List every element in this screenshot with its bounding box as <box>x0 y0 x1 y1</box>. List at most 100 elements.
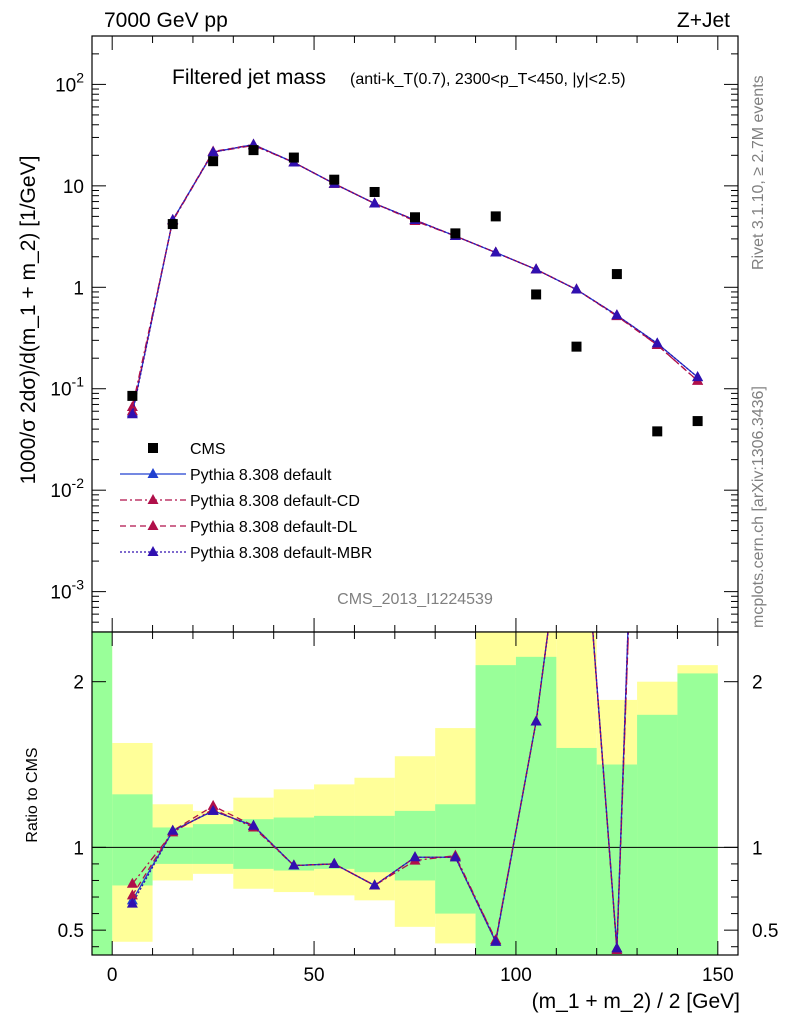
series-marker <box>692 593 703 603</box>
series-marker <box>571 283 582 294</box>
plot-subtitle: (anti-k_T(0.7), 2300<p_T<450, |y|<2.5) <box>350 71 626 88</box>
green-band-bin <box>475 665 516 955</box>
x-tick-label: 100 <box>500 965 532 986</box>
legend-entry: Pythia 8.308 default <box>120 467 332 484</box>
cms-data-point <box>248 145 259 156</box>
series-marker <box>571 411 582 421</box>
y-tick-label: 1 <box>73 278 84 299</box>
cms-data-point <box>531 289 542 300</box>
series-marker <box>449 851 461 862</box>
rivet-label: Rivet 3.1.10, ≥ 2.7M events <box>750 75 767 270</box>
green-band-bin <box>354 815 395 873</box>
main-panel: 10-3 10-2 10-1 1 10 102 <box>50 35 739 633</box>
series-marker <box>126 897 138 908</box>
cms-data-point <box>692 416 703 427</box>
main-frame <box>91 35 739 633</box>
green-band-bin <box>394 810 436 881</box>
legend-marker <box>148 443 158 453</box>
cms-data-point <box>288 152 299 163</box>
legend-marker <box>147 520 159 530</box>
series-marker <box>328 857 340 868</box>
ratio-bands <box>92 632 718 955</box>
series-marker <box>692 560 703 570</box>
main-ylabel: 1000/σ 2dσ)/d(m_1 + m_2) [1/GeV] <box>17 156 40 485</box>
legend-entry: Pythia 8.308 default-CD <box>120 493 360 510</box>
series-marker <box>369 879 381 890</box>
y-tick-label: 1 <box>73 838 84 859</box>
legend-marker <box>147 546 159 556</box>
series-marker <box>611 942 623 953</box>
y-tick-label: 10-3 <box>50 577 84 604</box>
main-tick-labels: 10-3 10-2 10-1 1 10 102 <box>50 69 84 603</box>
ratio-frame <box>91 631 739 956</box>
legend-entry: Pythia 8.308 default-MBR <box>120 545 372 562</box>
green-band-bin <box>556 747 597 955</box>
x-tick-label: 150 <box>702 965 734 986</box>
plot-title: Filtered jet mass <box>172 66 326 89</box>
legend-label: Pythia 8.308 default-DL <box>190 519 357 536</box>
legend-entry: Pythia 8.308 default-DL <box>120 519 357 536</box>
cms-data-point <box>490 211 501 222</box>
ratio-ylabel: Ratio to CMS <box>24 747 41 842</box>
green-band-bin <box>92 632 113 955</box>
y-tick-label: 0.5 <box>58 921 84 942</box>
series-marker <box>530 263 542 274</box>
series-marker <box>207 804 219 815</box>
main-x-ticks <box>111 36 719 632</box>
legend-entry: CMS <box>148 441 226 458</box>
series-marker <box>288 859 300 870</box>
series-marker <box>692 560 703 570</box>
green-band-bin <box>112 794 153 886</box>
mcplots-label: mcplots.cern.ch [arXiv:1306.3436] <box>750 386 767 628</box>
ratio-ticks <box>92 632 738 955</box>
y-tick-label: 10-1 <box>50 374 84 401</box>
cms-data-point <box>410 212 420 223</box>
series-marker <box>530 715 542 726</box>
cms-data-point <box>329 174 340 185</box>
series-marker <box>651 337 663 348</box>
cms-data-point <box>167 219 178 230</box>
x-tick-label: 50 <box>303 965 324 986</box>
series-3 <box>126 560 703 953</box>
series-marker <box>692 593 703 603</box>
series-marker <box>571 411 582 421</box>
cms-data-point <box>652 426 663 437</box>
collision-label: 7000 GeV pp <box>104 9 228 32</box>
y-tick-label: 2 <box>73 673 84 694</box>
series-marker <box>490 935 502 946</box>
legend-marker <box>147 494 159 504</box>
legend: CMS Pythia 8.308 default Pythia 8.308 defa… <box>120 441 372 562</box>
series-marker <box>692 371 704 382</box>
main-ticks <box>92 35 738 633</box>
series-marker <box>248 819 259 830</box>
process-label: Z+Jet <box>677 9 730 32</box>
y-tick-label: 10-2 <box>50 475 84 502</box>
legend-label: CMS <box>190 441 226 458</box>
green-band-bin <box>677 673 718 955</box>
cms-data-point <box>127 390 138 401</box>
series-marker <box>409 851 421 862</box>
legend-marker <box>147 468 159 478</box>
cms-data-point <box>611 269 622 280</box>
series-marker <box>126 889 138 900</box>
series-marker <box>571 411 582 421</box>
series-marker <box>126 408 138 419</box>
ratio-xlabel: (m_1 + m_2) / 2 [GeV] <box>532 990 740 1013</box>
ratio-panel: 0.5 0.5 1 1 2 2 0 50 100 150 <box>58 411 778 986</box>
cms-data-point <box>208 156 219 167</box>
series-marker <box>611 309 623 320</box>
cms-data-point <box>450 228 461 239</box>
series-line <box>131 632 629 949</box>
y-tick-label-right: 2 <box>752 673 763 694</box>
series-marker <box>207 146 219 157</box>
series-line <box>131 143 699 415</box>
cms-data-point <box>369 186 380 197</box>
legend-label: Pythia 8.308 default <box>190 467 332 484</box>
y-tick-label-right: 1 <box>752 838 763 859</box>
green-band-bin <box>596 764 638 955</box>
y-tick-label-right: 0.5 <box>752 921 778 942</box>
series-marker <box>167 824 179 835</box>
green-band-bin <box>192 824 234 864</box>
cms-data-point <box>571 341 582 352</box>
